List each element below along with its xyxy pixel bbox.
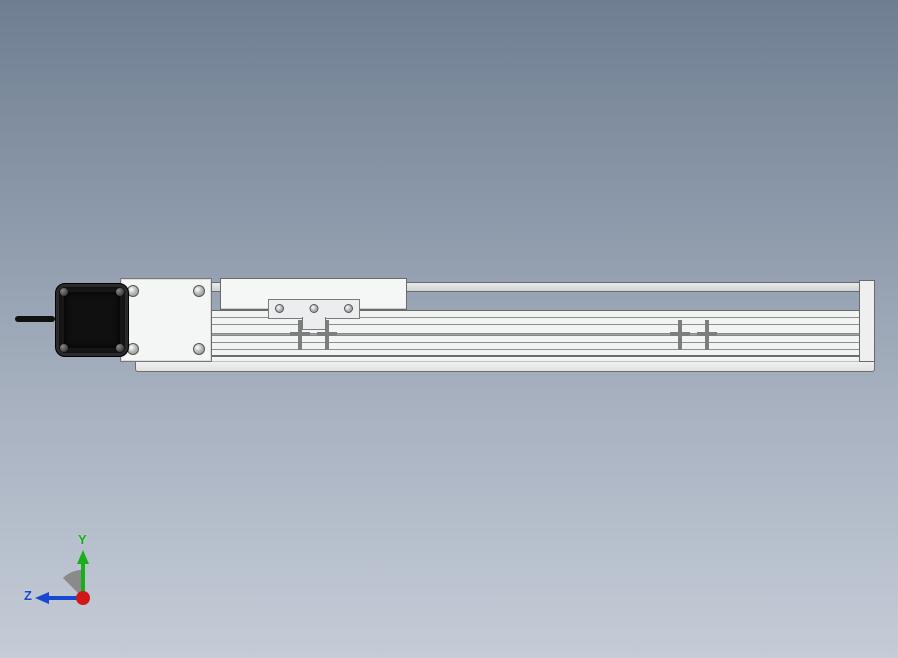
motor-face (64, 292, 120, 348)
bolt-icon (116, 288, 124, 296)
screw-icon (193, 343, 205, 355)
carriage-bracket (268, 299, 360, 319)
carriage-bracket-tab (302, 317, 326, 330)
carriage-block (220, 278, 407, 310)
stepper-motor (55, 283, 129, 357)
motor-cable (15, 316, 55, 322)
y-axis-label: Y (78, 532, 87, 547)
bolt-icon (60, 288, 68, 296)
screw-icon (275, 304, 284, 313)
screw-icon (193, 285, 205, 297)
extrusion-slot (212, 342, 859, 343)
bolt-icon (60, 344, 68, 352)
y-axis-arrowhead-icon (77, 550, 89, 564)
motor-mount-plate (120, 278, 212, 362)
extrusion-slot (212, 349, 859, 350)
triad-svg (28, 538, 118, 618)
screw-icon (344, 304, 353, 313)
cad-viewport[interactable]: Y Z (0, 0, 898, 658)
z-axis-arrowhead-icon (35, 592, 49, 604)
origin-marker-icon (76, 591, 90, 605)
base-foot-strip (135, 356, 875, 372)
screw-icon (309, 304, 318, 313)
z-axis-label: Z (24, 588, 32, 603)
linear-actuator-assembly (15, 278, 875, 378)
rail-end-cap (859, 280, 875, 362)
extrusion-slot (212, 333, 859, 336)
view-orientation-triad[interactable]: Y Z (28, 538, 118, 618)
bolt-icon (116, 344, 124, 352)
